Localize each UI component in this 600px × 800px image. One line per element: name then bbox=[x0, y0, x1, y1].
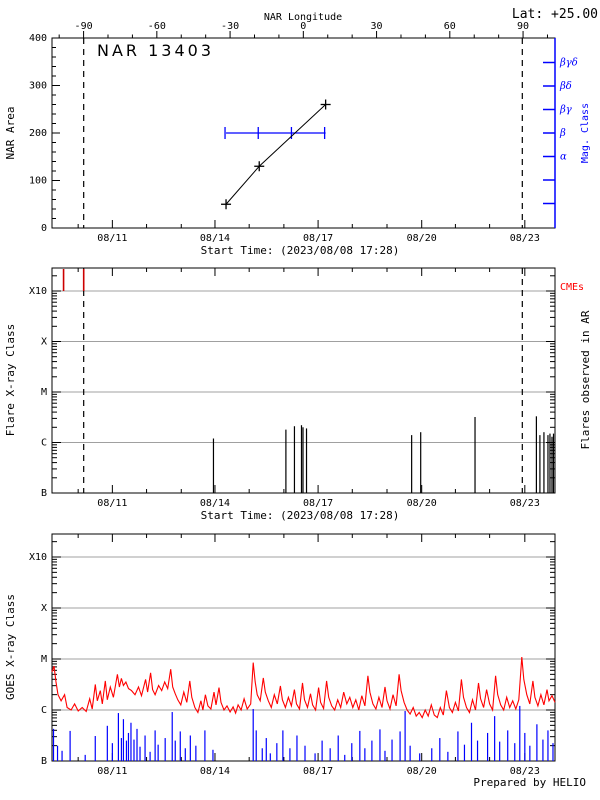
panel-frame bbox=[51, 533, 556, 762]
y-level-label: X bbox=[41, 337, 47, 348]
flares-observed-axis-title: Flares observed in AR bbox=[579, 310, 592, 449]
x-tick-label: 08/11 bbox=[97, 233, 127, 244]
x-tick-label: 08/14 bbox=[200, 498, 230, 509]
area-tick-label: 100 bbox=[29, 176, 47, 187]
mag-class-axis-title: Mag. Class bbox=[580, 103, 591, 163]
goes-class-axis-title: GOES X-ray Class bbox=[4, 594, 17, 700]
area-tick-label: 200 bbox=[29, 128, 47, 139]
active-region-title: NAR 13403 bbox=[97, 41, 214, 60]
y-level-label: M bbox=[41, 387, 47, 398]
x-tick-label: 08/11 bbox=[97, 766, 127, 777]
x-tick-label: 08/20 bbox=[407, 498, 437, 509]
y-level-label: M bbox=[41, 654, 47, 665]
longitude-tick-label: 0 bbox=[300, 21, 306, 32]
x-tick-label: 08/17 bbox=[303, 233, 333, 244]
y-level-label: X10 bbox=[29, 552, 47, 563]
x-tick-label: 08/23 bbox=[510, 498, 540, 509]
y-level-label: B bbox=[41, 488, 47, 499]
longitude-tick-label: -30 bbox=[221, 21, 239, 32]
x-tick-label: 08/14 bbox=[200, 233, 230, 244]
nar-area-series-line bbox=[225, 104, 326, 205]
mag-level-label: β bbox=[559, 128, 566, 139]
longitude-tick-label: 60 bbox=[444, 21, 456, 32]
area-axis-title: NAR Area bbox=[4, 107, 17, 160]
x-tick-label: 08/20 bbox=[407, 233, 437, 244]
x-tick-label: 08/14 bbox=[200, 766, 230, 777]
area-tick-label: 300 bbox=[29, 81, 47, 92]
longitude-tick-label: -60 bbox=[148, 21, 166, 32]
x-tick-label: 08/11 bbox=[97, 498, 127, 509]
longitude-tick-label: 30 bbox=[371, 21, 383, 32]
y-level-label: X10 bbox=[29, 286, 47, 297]
mag-level-label: α bbox=[560, 152, 567, 163]
goes-red-curve bbox=[51, 656, 556, 719]
prepared-by-credit: Prepared by HELIO bbox=[473, 776, 586, 789]
generated-plot-geometry: 0 100 200 300 400 -90 -60 -30 0 30 60 90 08/11 08/14 0… bbox=[29, 21, 578, 777]
mag-level-label: βδ bbox=[559, 81, 572, 92]
start-time-label-top: Start Time: (2023/08/08 17:28) bbox=[201, 244, 400, 257]
x-tick-label: 08/20 bbox=[407, 766, 437, 777]
x-tick-label: 08/17 bbox=[303, 766, 333, 777]
mag-level-label: βγ bbox=[559, 105, 572, 116]
y-level-label: C bbox=[41, 438, 47, 449]
flare-class-axis-title: Flare X-ray Class bbox=[4, 324, 17, 437]
longitude-tick-label: -90 bbox=[75, 21, 93, 32]
start-time-label-middle: Start Time: (2023/08/08 17:28) bbox=[201, 509, 400, 522]
y-level-label: X bbox=[41, 603, 47, 614]
latitude-label: Lat: +25.00 bbox=[512, 7, 598, 22]
area-tick-label: 0 bbox=[41, 223, 47, 234]
x-tick-label: 08/23 bbox=[510, 233, 540, 244]
cmes-label: CMEs bbox=[560, 282, 584, 293]
longitude-tick-label: 90 bbox=[517, 21, 529, 32]
longitude-axis-title: NAR Longitude bbox=[264, 12, 342, 23]
y-level-label: B bbox=[41, 756, 47, 767]
y-level-label: C bbox=[41, 705, 47, 716]
area-tick-label: 400 bbox=[29, 33, 47, 44]
x-tick-label: 08/17 bbox=[303, 498, 333, 509]
mag-level-label: βγδ bbox=[559, 58, 578, 69]
x-tick-label: 08/23 bbox=[510, 766, 540, 777]
